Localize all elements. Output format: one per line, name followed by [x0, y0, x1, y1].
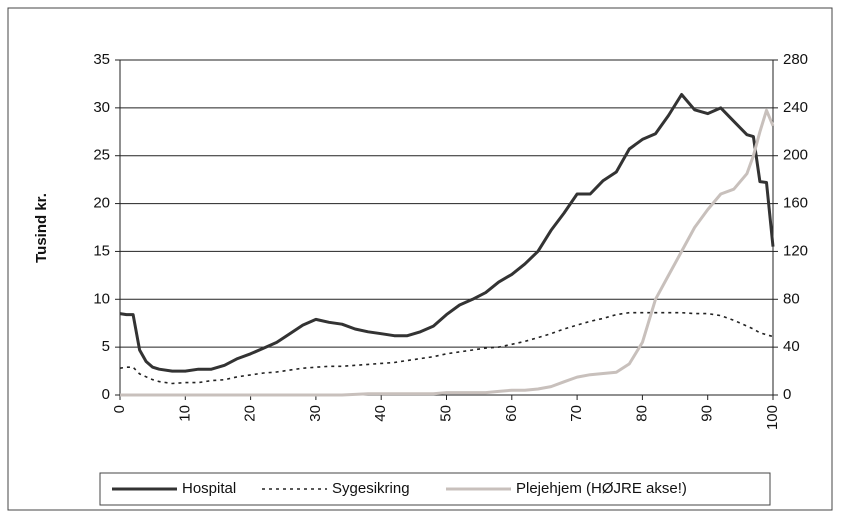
x-tick-label: 50 — [437, 405, 454, 422]
series-line — [119, 311, 774, 385]
legend-box — [99, 472, 771, 506]
x-tick-label: 20 — [242, 405, 259, 422]
y-tick-label: 5 — [102, 338, 110, 355]
legend-label: Plejehjem (HØJRE akse!) — [516, 480, 687, 497]
y-tick-label: 25 — [93, 147, 110, 164]
y2-tick-label: 280 — [783, 51, 808, 68]
legend-label: Hospital — [182, 480, 236, 497]
x-tick-label: 70 — [568, 405, 585, 422]
series-line — [120, 108, 775, 397]
chart-frame — [7, 7, 833, 511]
x-tick-label: 100 — [764, 405, 781, 430]
y-tick-label: 10 — [93, 290, 110, 307]
y2-tick-label: 40 — [783, 338, 800, 355]
x-tick-label: 10 — [176, 405, 193, 422]
y-tick-label: 35 — [93, 51, 110, 68]
y-tick-label: 30 — [93, 99, 110, 116]
x-tick-label: 60 — [503, 405, 520, 422]
y2-tick-label: 240 — [783, 99, 808, 116]
x-tick-label: 30 — [307, 405, 324, 422]
y-tick-label: 0 — [102, 386, 110, 403]
series-line — [119, 93, 775, 373]
y2-tick-label: 0 — [783, 386, 791, 403]
y2-tick-label: 160 — [783, 195, 808, 212]
legend-label: Sygesikring — [332, 480, 410, 497]
x-tick-label: 80 — [633, 405, 650, 422]
x-tick-label: 40 — [372, 405, 389, 422]
x-tick-label: 0 — [111, 405, 128, 413]
y-tick-label: 15 — [93, 242, 110, 259]
y2-tick-label: 80 — [783, 290, 800, 307]
y-axis-label: Tusind kr. — [33, 193, 50, 263]
y2-tick-label: 120 — [783, 242, 808, 259]
y-tick-label: 20 — [93, 195, 110, 212]
y2-tick-label: 200 — [783, 147, 808, 164]
x-tick-label: 90 — [699, 405, 716, 422]
